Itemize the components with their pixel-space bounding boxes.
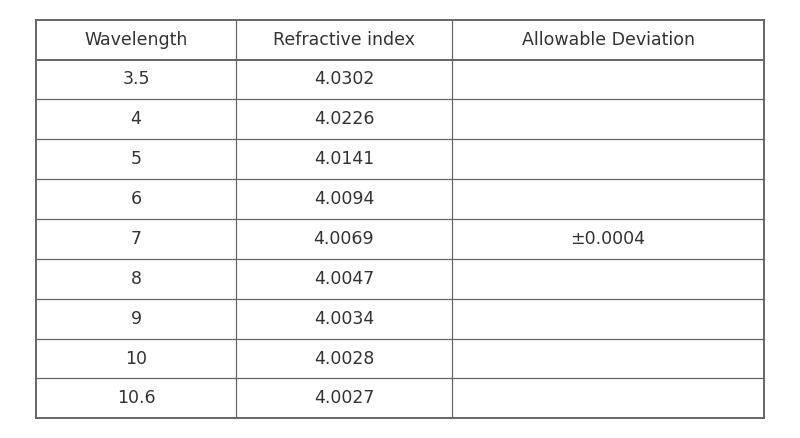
Text: ±0.0004: ±0.0004 — [570, 230, 646, 248]
Text: Wavelength: Wavelength — [84, 31, 188, 49]
Text: 4.0141: 4.0141 — [314, 150, 374, 168]
Text: 6: 6 — [130, 190, 142, 208]
Text: 10.6: 10.6 — [117, 389, 155, 407]
Text: 9: 9 — [130, 310, 142, 328]
Text: 4: 4 — [130, 110, 142, 128]
Text: 4.0302: 4.0302 — [314, 71, 374, 88]
Text: 4.0226: 4.0226 — [314, 110, 374, 128]
Text: 3.5: 3.5 — [122, 71, 150, 88]
Text: 4.0094: 4.0094 — [314, 190, 374, 208]
Text: 4.0028: 4.0028 — [314, 350, 374, 367]
Text: 4.0069: 4.0069 — [314, 230, 374, 248]
Text: Refractive index: Refractive index — [273, 31, 415, 49]
Text: 5: 5 — [130, 150, 142, 168]
Text: 10: 10 — [125, 350, 147, 367]
Text: 4.0034: 4.0034 — [314, 310, 374, 328]
Text: 7: 7 — [130, 230, 142, 248]
Text: 4.0047: 4.0047 — [314, 270, 374, 288]
Text: 4.0027: 4.0027 — [314, 389, 374, 407]
Text: Allowable Deviation: Allowable Deviation — [522, 31, 694, 49]
Text: 8: 8 — [130, 270, 142, 288]
